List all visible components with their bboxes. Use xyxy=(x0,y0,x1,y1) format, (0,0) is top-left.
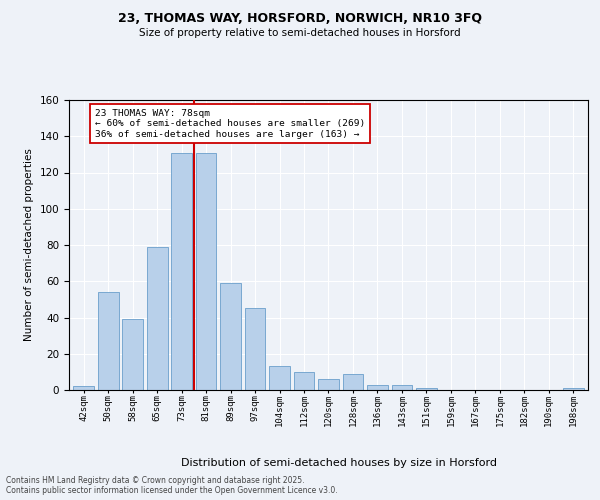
Bar xyxy=(392,384,412,390)
Bar xyxy=(73,386,94,390)
Bar xyxy=(416,388,437,390)
Text: Size of property relative to semi-detached houses in Horsford: Size of property relative to semi-detach… xyxy=(139,28,461,38)
Bar xyxy=(245,308,265,390)
Bar xyxy=(196,152,217,390)
Bar xyxy=(367,384,388,390)
Text: Contains HM Land Registry data © Crown copyright and database right 2025.
Contai: Contains HM Land Registry data © Crown c… xyxy=(6,476,338,495)
Bar xyxy=(269,366,290,390)
Text: Distribution of semi-detached houses by size in Horsford: Distribution of semi-detached houses by … xyxy=(181,458,497,468)
Bar xyxy=(147,247,167,390)
Text: 23 THOMAS WAY: 78sqm
← 60% of semi-detached houses are smaller (269)
36% of semi: 23 THOMAS WAY: 78sqm ← 60% of semi-detac… xyxy=(95,108,365,138)
Text: 23, THOMAS WAY, HORSFORD, NORWICH, NR10 3FQ: 23, THOMAS WAY, HORSFORD, NORWICH, NR10 … xyxy=(118,12,482,26)
Bar xyxy=(563,388,584,390)
Bar xyxy=(318,379,339,390)
Bar xyxy=(293,372,314,390)
Bar xyxy=(171,152,192,390)
Bar xyxy=(343,374,364,390)
Bar xyxy=(122,320,143,390)
Y-axis label: Number of semi-detached properties: Number of semi-detached properties xyxy=(24,148,34,342)
Bar xyxy=(98,292,119,390)
Bar xyxy=(220,283,241,390)
